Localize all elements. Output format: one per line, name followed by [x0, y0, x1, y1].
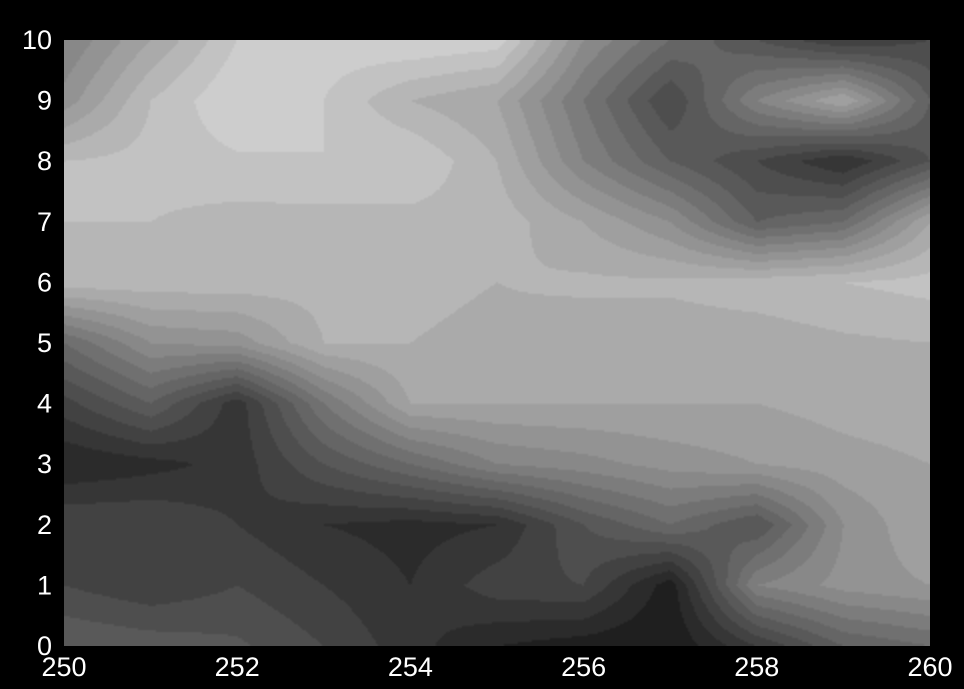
- y-tick-label: 10: [22, 25, 52, 55]
- x-tick-label: 254: [388, 652, 433, 682]
- y-tick-label: 4: [37, 389, 52, 419]
- y-tick-label: 1: [37, 570, 52, 600]
- x-tick-label: 252: [215, 652, 260, 682]
- y-tick-label: 7: [37, 207, 52, 237]
- x-tick-label: 258: [734, 652, 779, 682]
- y-tick-label: 0: [37, 631, 52, 661]
- contour-plot-area: [64, 40, 930, 646]
- y-tick-label: 3: [37, 449, 52, 479]
- x-tick-label: 260: [907, 652, 952, 682]
- y-tick-label: 9: [37, 86, 52, 116]
- y-tick-label: 2: [37, 510, 52, 540]
- x-tick-label: 250: [41, 652, 86, 682]
- y-axis-tick-labels: 0 1 2 3 4 5 6 7 8 9 10: [22, 25, 52, 661]
- x-tick-label: 256: [561, 652, 606, 682]
- y-tick-label: 5: [37, 328, 52, 358]
- y-tick-label: 8: [37, 146, 52, 176]
- y-tick-label: 6: [37, 267, 52, 297]
- x-axis-tick-labels: 250 252 254 256 258 260: [41, 652, 952, 682]
